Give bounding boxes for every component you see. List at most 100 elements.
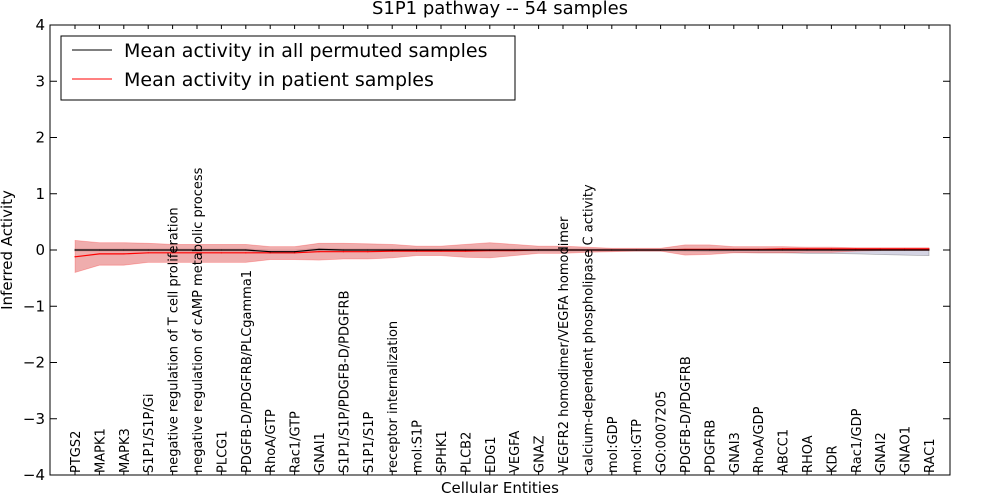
category-label-35: RAC1: [923, 438, 938, 473]
category-label-16: PLCB2: [459, 432, 474, 473]
point-series-0-13: [391, 249, 393, 251]
point-series-1-12: [367, 251, 369, 253]
category-label-31: KDR: [825, 445, 840, 473]
point-series-0-18: [513, 249, 515, 251]
category-label-22: mol:GDP: [606, 416, 621, 473]
category-label-6: PLCG1: [215, 430, 230, 473]
legend-label-permuted: Mean activity in all permuted samples: [124, 40, 487, 62]
point-series-0-3: [147, 249, 149, 251]
point-series-0-23: [635, 249, 637, 251]
point-series-0-12: [367, 249, 369, 251]
legend-label-patient: Mean activity in patient samples: [124, 69, 434, 91]
point-series-1-11: [342, 251, 344, 253]
point-series-0-16: [464, 249, 466, 251]
point-series-0-33: [879, 249, 881, 251]
category-label-11: S1P1/S1P/PDGFB-D/PDGFRB: [337, 290, 352, 473]
point-series-1-31: [830, 248, 833, 250]
category-label-7: PDGFB-D/PDGFRB/PLCgamma1: [240, 270, 255, 473]
point-series-0-32: [855, 249, 857, 251]
y-tick-label-2: −2: [23, 354, 45, 372]
y-tick-label-0: −4: [23, 466, 45, 484]
point-series-0-29: [782, 249, 784, 251]
legend: Mean activity in all permuted samples Me…: [60, 35, 516, 101]
category-label-19: GNAZ: [533, 435, 548, 473]
y-tick-label-7: 3: [35, 72, 45, 90]
point-series-0-30: [806, 249, 808, 251]
category-label-25: PDGFB-D/PDGFRB: [679, 356, 694, 473]
point-series-1-14: [416, 250, 418, 252]
y-tick-label-6: 2: [35, 129, 45, 147]
x-axis-label: Cellular Entities: [441, 479, 559, 497]
point-series-0-14: [416, 249, 418, 251]
y-tick-label-5: 1: [35, 185, 45, 203]
point-series-1-29: [782, 248, 784, 250]
point-series-1-30: [806, 248, 808, 250]
point-series-1-15: [440, 250, 442, 252]
point-series-1-33: [879, 248, 881, 250]
point-series-1-35: [928, 248, 930, 250]
category-label-28: RhoA/GDP: [752, 406, 767, 473]
category-label-24: GO:0007205: [655, 391, 670, 473]
point-series-0-15: [440, 249, 442, 251]
category-label-18: VEGFA: [508, 431, 523, 473]
point-series-1-13: [391, 250, 393, 252]
category-label-30: RHOA: [801, 435, 816, 473]
point-series-1-2: [123, 253, 125, 255]
point-series-0-4: [172, 249, 174, 251]
category-label-23: mol:GTP: [630, 419, 645, 473]
chart-title: S1P1 pathway -- 54 samples: [372, 0, 628, 19]
point-series-0-0: [74, 249, 76, 251]
point-series-0-25: [684, 249, 686, 251]
category-label-5: negative regulation of cAMP metabolic pr…: [191, 167, 206, 473]
y-tick-label-1: −3: [23, 410, 45, 428]
point-series-0-8: [269, 251, 271, 253]
category-label-21: calcium-dependent phospholipase C activi…: [581, 184, 596, 473]
point-series-1-8: [269, 252, 271, 254]
point-series-0-1: [98, 249, 100, 251]
category-label-9: Rac1/GTP: [289, 411, 304, 473]
category-label-14: mol:S1P: [411, 420, 426, 473]
point-series-0-22: [611, 249, 613, 251]
point-series-0-2: [123, 249, 125, 251]
point-series-1-3: [147, 252, 149, 254]
y-tick-label-3: −1: [23, 297, 45, 315]
point-series-1-9: [294, 252, 296, 254]
category-label-32: Rac1/GDP: [850, 408, 865, 473]
line-series-0: [75, 248, 929, 253]
point-series-0-27: [733, 249, 735, 251]
point-series-1-16: [464, 250, 466, 252]
point-series-0-19: [538, 249, 540, 251]
category-label-27: GNAI3: [728, 432, 743, 473]
point-series-1-32: [855, 248, 857, 250]
point-series-0-11: [342, 249, 344, 251]
point-series-0-5: [196, 249, 198, 251]
y-tick-label-8: 4: [35, 16, 45, 34]
point-series-1-34: [904, 248, 906, 250]
category-label-12: S1P1/S1P: [362, 411, 377, 473]
category-label-17: EDG1: [484, 436, 499, 473]
series-lines: [74, 248, 930, 258]
point-series-1-6: [220, 252, 222, 254]
y-axis-label: Inferred Activity: [0, 190, 16, 310]
y-tick-label-4: 0: [35, 241, 45, 259]
category-label-3: S1P1/S1P/Gi: [142, 394, 157, 473]
point-series-0-20: [562, 249, 564, 251]
point-series-0-24: [660, 249, 662, 251]
x-axis: [74, 25, 930, 475]
point-series-1-4: [172, 252, 174, 254]
category-label-10: GNAI1: [313, 432, 328, 473]
category-label-34: GNAO1: [899, 426, 914, 473]
category-label-0: PTGS2: [69, 431, 84, 473]
point-series-0-34: [904, 249, 906, 251]
category-label-29: ABCC1: [777, 429, 792, 473]
y-axis: −4 −3 −2 −1 0 1 2 3 4: [23, 16, 950, 484]
legend-box: [60, 35, 516, 101]
point-series-0-35: [928, 249, 930, 251]
point-series-0-7: [245, 249, 247, 251]
category-label-2: MAPK3: [118, 428, 133, 473]
category-label-1: MAPK1: [93, 428, 108, 473]
category-label-33: GNAI2: [874, 432, 889, 473]
plot-frame: [49, 24, 951, 476]
point-series-0-17: [489, 249, 491, 251]
point-series-1-7: [245, 252, 247, 254]
